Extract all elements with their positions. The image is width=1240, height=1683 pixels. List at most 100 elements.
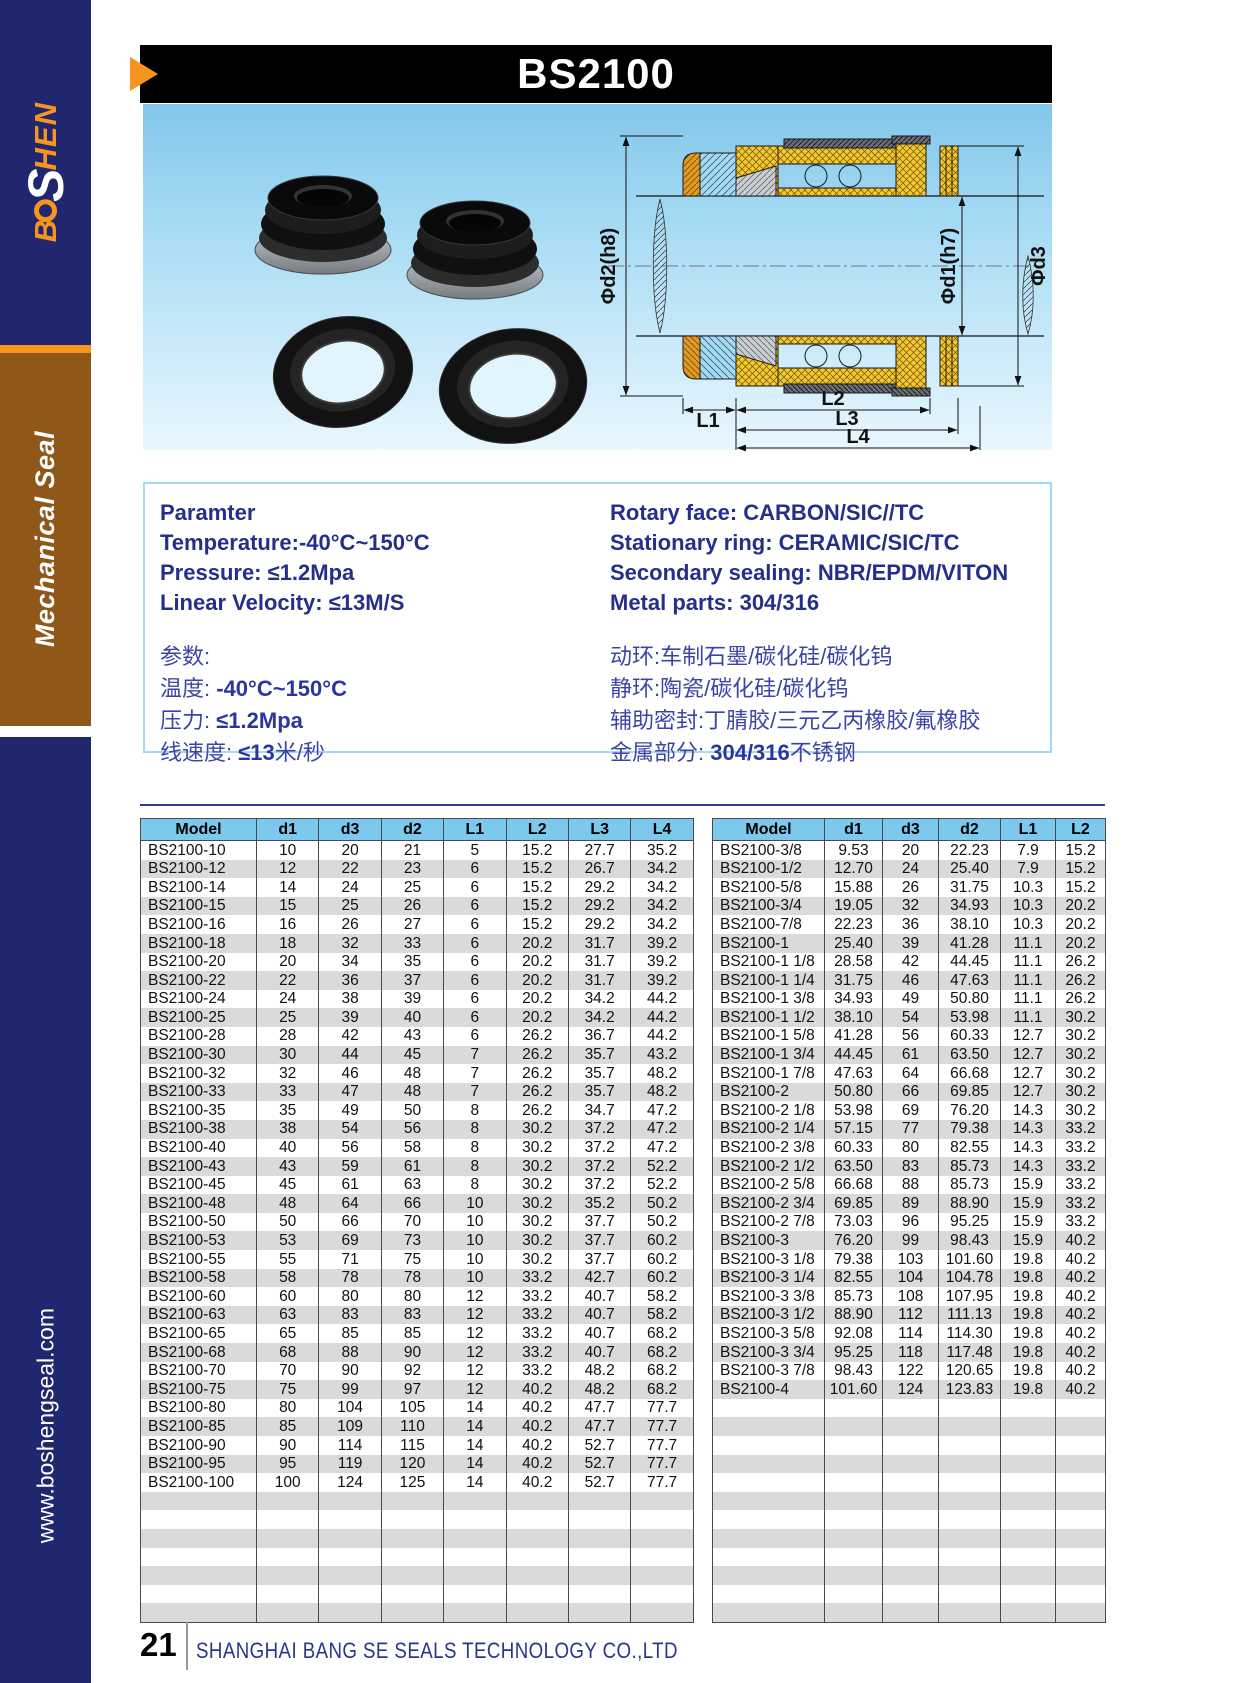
column-header: d2 (380, 818, 444, 841)
value-cell: 52.2 (630, 1157, 694, 1176)
param-en-right: Rotary face: CARBON/SIC//TC Stationary ri… (610, 498, 1008, 618)
model-cell: BS2100-14 (140, 878, 257, 897)
model-cell: BS2100-15 (140, 896, 257, 916)
value-cell: 34 (318, 952, 382, 972)
column-header: L2 (1055, 818, 1106, 841)
model-cell: BS2100-30 (140, 1045, 257, 1065)
value-cell: 6 (443, 1008, 507, 1027)
value-cell: 36.7 (567, 1026, 631, 1046)
value-cell: 15.2 (1055, 878, 1106, 897)
model-cell: BS2100-7/8 (712, 915, 825, 934)
value-cell: 85 (255, 1417, 319, 1436)
value-cell: 14 (443, 1436, 507, 1455)
value-cell: 61 (882, 1045, 939, 1065)
model-cell: BS2100-70 (140, 1361, 257, 1381)
column-header: L1 (443, 818, 507, 841)
value-cell: 36 (882, 915, 939, 934)
model-cell: BS2100-2 3/8 (712, 1138, 825, 1158)
value-cell: 30.2 (1055, 1064, 1106, 1083)
table-row: BS2100-2 1/8 53.98 69 76.20 14.3 30.2 (712, 1101, 1106, 1120)
dim-label-d2: Φd2(h8) (598, 228, 620, 304)
model-cell: BS2100-22 (140, 971, 257, 990)
value-cell: 26.2 (1055, 989, 1106, 1009)
value-cell: 15.2 (505, 896, 569, 916)
value-cell: 44.2 (630, 1008, 694, 1027)
model-cell: BS2100-3 1/4 (712, 1268, 825, 1288)
value-cell: 20.2 (505, 989, 569, 1009)
value-cell: 83 (380, 1305, 444, 1325)
value-cell: 14 (443, 1417, 507, 1436)
value-cell: 24 (318, 878, 382, 897)
value-cell: 48.2 (567, 1380, 631, 1399)
value-cell: 61 (318, 1175, 382, 1195)
value-cell: 48.2 (630, 1064, 694, 1083)
value-cell: 30.2 (505, 1231, 569, 1251)
empty-row (712, 1398, 1106, 1418)
model-cell: BS2100-85 (140, 1417, 257, 1436)
value-cell: 69.85 (938, 1082, 1001, 1102)
value-cell: 40 (380, 1008, 444, 1027)
value-cell: 39.2 (630, 971, 694, 990)
value-cell: 10 (443, 1212, 507, 1232)
value-cell: 90 (380, 1343, 444, 1362)
dim-label-l4: L4 (846, 426, 870, 448)
value-cell: 56 (318, 1138, 382, 1158)
value-cell: 11.1 (1000, 1008, 1056, 1027)
value-cell: 12 (443, 1380, 507, 1399)
value-cell: 40.7 (567, 1343, 631, 1362)
value-cell: 15 (255, 896, 319, 916)
value-cell: 31.7 (567, 952, 631, 972)
value-cell: 107.95 (938, 1287, 1001, 1306)
empty-row (712, 1547, 1106, 1567)
value-cell: 77.7 (630, 1473, 694, 1492)
value-cell: 20 (255, 952, 319, 972)
dim-label-d3: Φd3 (1028, 246, 1050, 286)
value-cell: 5 (443, 840, 507, 860)
value-cell: 15.2 (1055, 859, 1106, 879)
shaft-break-right (1022, 254, 1034, 336)
value-cell: 47.7 (567, 1417, 631, 1436)
model-cell: BS2100-40 (140, 1138, 257, 1158)
value-cell: 60.2 (630, 1250, 694, 1269)
value-cell: 54 (318, 1119, 382, 1139)
value-cell: 26.7 (567, 859, 631, 879)
seal-photo-2 (406, 200, 544, 300)
value-cell: 42 (318, 1026, 382, 1046)
empty-row (712, 1528, 1106, 1548)
value-cell: 25 (318, 896, 382, 916)
value-cell: 66 (318, 1212, 382, 1232)
value-cell: 12.70 (824, 859, 883, 879)
sidebar-logo-block: BSHEN (0, 0, 91, 345)
value-cell: 25 (380, 878, 444, 897)
value-cell: 97 (380, 1380, 444, 1399)
value-cell: 40 (255, 1138, 319, 1158)
value-cell: 80 (255, 1398, 319, 1418)
value-cell: 22 (318, 859, 382, 879)
value-cell: 109 (318, 1417, 382, 1436)
value-cell: 11.1 (1000, 971, 1056, 990)
value-cell: 35.7 (567, 1082, 631, 1102)
table-row: BS2100-3 3/4 95.25 118 117.48 19.8 40.2 (712, 1343, 1106, 1362)
value-cell: 11.1 (1000, 933, 1056, 953)
value-cell: 7 (443, 1045, 507, 1065)
value-cell: 58.2 (630, 1287, 694, 1306)
value-cell: 43.2 (630, 1045, 694, 1065)
empty-row (712, 1454, 1106, 1474)
model-cell: BS2100-1/2 (712, 859, 825, 879)
value-cell: 70 (380, 1212, 444, 1232)
value-cell: 14 (443, 1473, 507, 1492)
empty-row (712, 1603, 1106, 1623)
value-cell: 20.2 (1055, 896, 1106, 916)
value-cell: 8 (443, 1157, 507, 1176)
value-cell: 95 (255, 1454, 319, 1474)
value-cell: 20.2 (1055, 933, 1106, 953)
model-cell: BS2100-1 1/4 (712, 971, 825, 990)
table-row: BS2100-80 80 104 105 14 40.2 47.7 77.7 (140, 1398, 694, 1418)
value-cell: 6 (443, 915, 507, 934)
dim-label-d1: Φd1(h7) (938, 228, 960, 304)
value-cell: 6 (443, 1026, 507, 1046)
value-cell: 6 (443, 878, 507, 897)
model-cell: BS2100-18 (140, 933, 257, 953)
value-cell: 88 (318, 1343, 382, 1362)
table-row: BS2100-85 85 109 110 14 40.2 47.7 77.7 (140, 1417, 694, 1436)
